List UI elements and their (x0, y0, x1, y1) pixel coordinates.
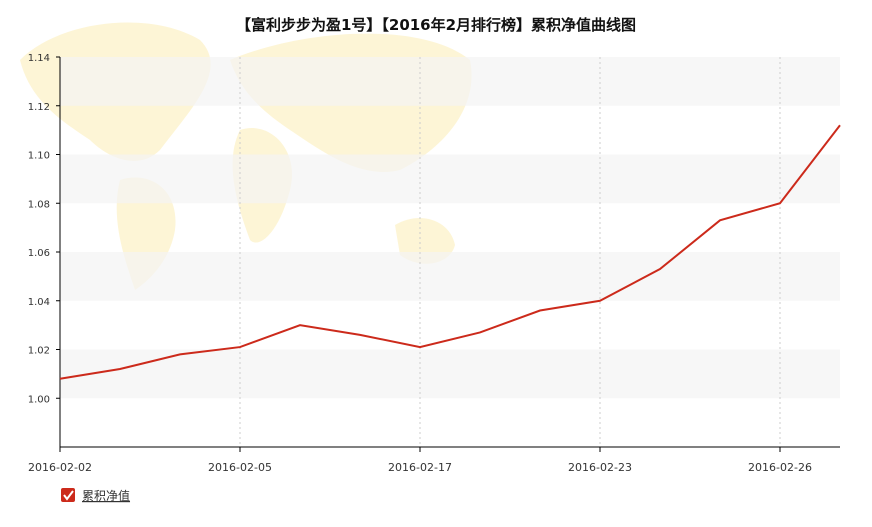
x-tick-label: 2016-02-02 (28, 461, 92, 474)
legend-check (63, 490, 74, 501)
line-series (59, 124, 841, 380)
grid-band (60, 349, 840, 399)
chart-title: 【富利步步为盈1号】【2016年2月排行榜】累积净值曲线图 (236, 16, 636, 34)
grid-band (60, 252, 840, 301)
y-tick-label: 1.00 (28, 394, 50, 405)
y-tick-label: 1.04 (28, 297, 50, 308)
legend-checkbox (61, 488, 75, 502)
x-tick-label: 2016-02-05 (208, 461, 272, 474)
y-tick-label: 1.14 (28, 53, 50, 64)
y-tick-label: 1.10 (28, 151, 50, 162)
y-tick-label: 1.02 (28, 346, 50, 357)
legend-label: 累积净值 (82, 488, 130, 503)
x-tick-label: 2016-02-26 (748, 461, 812, 474)
y-tick-label: 1.06 (28, 248, 50, 259)
grid-band (60, 154, 840, 204)
grid-band (60, 57, 840, 106)
x-tick-label: 2016-02-17 (388, 461, 452, 474)
x-tick-label: 2016-02-23 (568, 461, 632, 474)
y-tick-label: 1.12 (28, 102, 50, 113)
y-tick-label: 1.08 (28, 199, 50, 210)
